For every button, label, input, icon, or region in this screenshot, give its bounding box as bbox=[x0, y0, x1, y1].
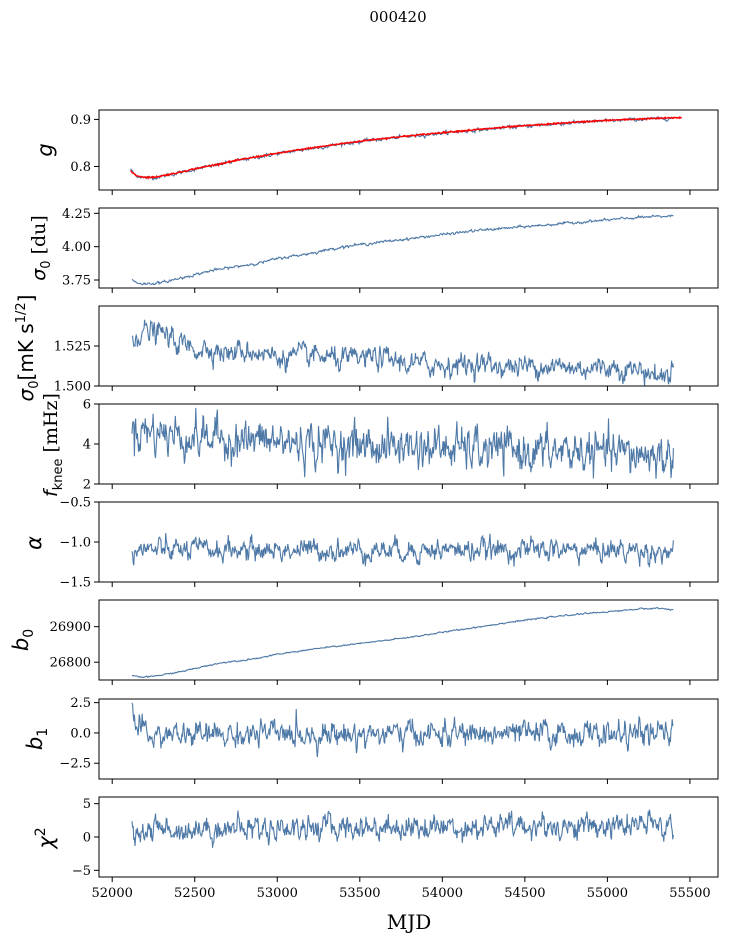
series-b0-0 bbox=[131, 606, 674, 679]
ytick-label-g: 0.9 bbox=[70, 113, 91, 128]
xtick-label: 54000 bbox=[422, 886, 463, 901]
xtick-label: 53500 bbox=[339, 886, 380, 901]
axes-frame-g bbox=[98, 109, 719, 191]
ytick-label-fknee: 2 bbox=[83, 478, 91, 493]
panel-fknee: 2 4 6 bbox=[83, 398, 719, 493]
ytick-label-b0: 26900 bbox=[50, 620, 91, 635]
ytick-label-sigma0_du: 3.75 bbox=[62, 274, 91, 289]
axes-frame-b1 bbox=[98, 698, 719, 780]
ytick-label-g: 0.8 bbox=[70, 160, 91, 175]
xtick-label: 52500 bbox=[174, 886, 215, 901]
ytick-label-b1: −2.5 bbox=[59, 757, 91, 772]
axes-frame-sigma0_du bbox=[98, 207, 719, 289]
ylabel-sigma0-mk: σ0[mK s1/2] bbox=[14, 295, 42, 402]
ytick-label-sigma0_mK: 1.525 bbox=[54, 340, 91, 355]
ylabel-alpha: α bbox=[22, 536, 46, 550]
ylabel-b1: b1 bbox=[23, 728, 51, 750]
ytick-label-alpha: −1.0 bbox=[59, 536, 91, 551]
ylabel-g: g bbox=[33, 143, 57, 156]
panels: 0.80.93.754.004.251.5001.525246−1.5−1.0−… bbox=[50, 109, 719, 901]
panel-chi2: −5 0 5 52000 52500 53000 53500 54000 54500 55000 5… bbox=[72, 796, 719, 901]
xtick-label: 52000 bbox=[92, 886, 133, 901]
ytick-label-sigma0_du: 4.00 bbox=[62, 240, 91, 255]
panel-sigma0_mK: 1.500 1.525 bbox=[54, 305, 719, 395]
series-alpha-0 bbox=[131, 533, 674, 568]
panel-g: 0.8 0.9 bbox=[70, 109, 719, 195]
series-chi2-0 bbox=[131, 809, 674, 848]
ylabel-b0: b0 bbox=[9, 629, 37, 651]
xtick-label: 55000 bbox=[587, 886, 628, 901]
x-axis-label: MJD bbox=[387, 910, 432, 934]
ylabel-chi2: χ2 bbox=[33, 827, 58, 849]
ytick-label-fknee: 6 bbox=[83, 398, 91, 413]
ytick-label-sigma0_mK: 1.500 bbox=[54, 380, 91, 395]
ytick-label-b1: 2.5 bbox=[70, 696, 91, 711]
ytick-label-alpha: −0.5 bbox=[59, 496, 91, 511]
ytick-label-chi2: −5 bbox=[72, 864, 91, 879]
series-b1-0 bbox=[131, 702, 674, 758]
series-fknee-0 bbox=[131, 407, 674, 479]
ylabel-fknee: fknee [mHz] bbox=[40, 393, 66, 497]
panel-alpha: −1.5 −1.0 −0.5 bbox=[59, 496, 719, 591]
ylabel-sigma0-du: σ0 [du] bbox=[28, 215, 54, 281]
ytick-label-b1: 0.0 bbox=[70, 726, 91, 741]
ytick-label-alpha: −1.5 bbox=[59, 576, 91, 591]
ytick-label-chi2: 5 bbox=[83, 797, 91, 812]
panel-sigma0_du: 3.75 4.00 4.25 bbox=[62, 207, 719, 293]
ytick-label-b0: 26800 bbox=[50, 656, 91, 671]
xtick-label: 53000 bbox=[257, 886, 298, 901]
series-sigma0_du-0 bbox=[131, 214, 674, 286]
panel-b0: 26800 26900 bbox=[50, 599, 719, 685]
xtick-label: 54500 bbox=[504, 886, 545, 901]
ytick-label-chi2: 0 bbox=[83, 831, 91, 846]
ytick-label-sigma0_du: 4.25 bbox=[62, 207, 91, 222]
axes-frame-b0 bbox=[98, 599, 719, 681]
series-g-1 bbox=[130, 116, 682, 180]
panel-b1: −2.5 0.0 2.5 bbox=[59, 696, 719, 784]
series-sigma0_mK-0 bbox=[131, 319, 674, 386]
ytick-label-fknee: 4 bbox=[83, 438, 91, 453]
figure-title: 000420 bbox=[369, 8, 426, 26]
xtick-label: 55500 bbox=[669, 886, 710, 901]
